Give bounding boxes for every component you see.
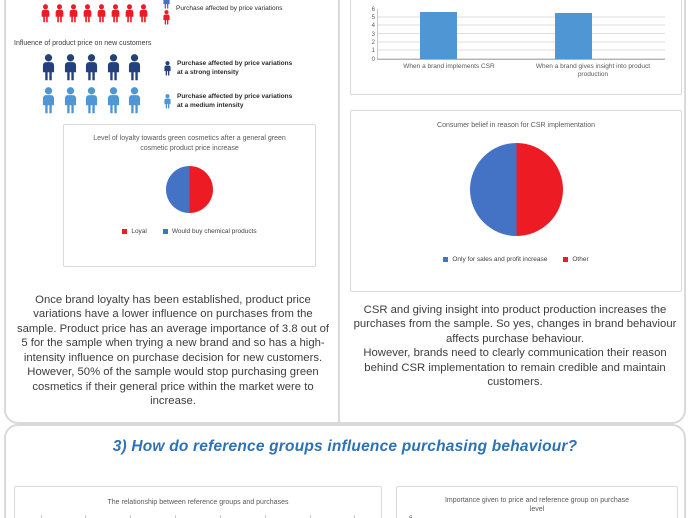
legend-swatch xyxy=(563,257,569,263)
y-axis-tick: 6 xyxy=(409,515,677,518)
legend-swatch xyxy=(122,229,128,235)
chart-reference-groups: The relationship between reference group… xyxy=(14,486,382,518)
pictogram-row-medium-intensity xyxy=(40,87,148,114)
y-axis-tick: 0 xyxy=(371,56,375,63)
person-icon xyxy=(97,4,106,23)
legend-medium-intensity: Purchase affected by price variations at… xyxy=(163,93,299,111)
y-axis-tick: 6 xyxy=(371,6,375,13)
bottom-charts-row: The relationship between reference group… xyxy=(14,486,678,518)
person-icon xyxy=(42,87,55,114)
person-icon xyxy=(64,54,76,81)
legend-swatch xyxy=(162,229,168,235)
chart-title: The relationship between reference group… xyxy=(107,499,289,506)
person-icon xyxy=(83,4,92,23)
bar-plot-area: 6 5 4 3 2 1 0 xyxy=(372,7,665,63)
paragraph-csr-conclusion: CSR and giving insight into product prod… xyxy=(350,303,680,390)
person-icon xyxy=(128,87,141,114)
chart-csr-belief-pie: Consumer belief in reason for CSR implem… xyxy=(350,110,682,292)
column-product-price: Purchase affected by price variations In… xyxy=(6,0,340,422)
person-icon xyxy=(55,4,64,23)
legend-person-icon-lightblue xyxy=(163,94,172,109)
column-csr: 6 5 4 3 2 1 0 When a brand implements CS… xyxy=(340,0,684,422)
bar-implements-csr xyxy=(420,11,457,59)
person-icon xyxy=(139,4,148,23)
y-axis-tick: 5 xyxy=(371,14,375,21)
y-axis-tick: 2 xyxy=(371,39,375,46)
legend-label: Purchase affected by price variations xyxy=(176,5,283,13)
bar-insight-production xyxy=(555,13,592,59)
chart-importance-price-reference: Importance given to price and reference … xyxy=(396,486,678,518)
paragraph-price-conclusion: Once brand loyalty has been established,… xyxy=(16,294,330,408)
person-icon xyxy=(163,10,170,25)
legend-price-variations: Purchase affected by price variations xyxy=(162,0,306,25)
pie-legend: Loyal Would buy chemical products xyxy=(64,228,315,235)
legend-icons xyxy=(162,0,171,25)
chart-loyalty-pie: Level of loyalty towards green cosmetics… xyxy=(63,124,316,267)
legend-label: Loyal xyxy=(131,228,147,236)
legend-swatch xyxy=(443,257,449,263)
person-icon xyxy=(111,4,120,23)
person-icon xyxy=(42,54,55,81)
legend-label: Purchase affected by price variations at… xyxy=(177,60,293,76)
y-axis-tick: 3 xyxy=(371,31,375,38)
section-3-heading: 3) How do reference groups influence pur… xyxy=(112,438,578,455)
x-axis-label: When a brand gives insight into product … xyxy=(535,63,651,79)
legend-person-icon-red xyxy=(162,10,171,25)
chart-title: Importance given to price and reference … xyxy=(444,497,630,514)
caption-new-customers: Influence of product price on new custom… xyxy=(14,40,152,47)
pictogram-row-strong-intensity xyxy=(40,54,148,81)
person-icon xyxy=(64,87,76,114)
csr-belief-pie xyxy=(469,143,563,237)
person-icon xyxy=(164,94,171,109)
legend-item-loyal: Loyal xyxy=(122,228,147,235)
person-icon xyxy=(128,54,141,81)
section-reference-groups: 3) How do reference groups influence pur… xyxy=(4,424,686,518)
person-icon xyxy=(107,54,119,81)
loyalty-pie xyxy=(166,166,213,214)
legend-person-icon-blue xyxy=(162,0,171,9)
person-icon xyxy=(41,4,50,23)
person-icon xyxy=(85,87,98,114)
legend-strong-intensity: Purchase affected by price variations at… xyxy=(163,60,299,78)
chart-title: Level of loyalty towards green cosmetics… xyxy=(93,135,286,153)
paragraph-csr-line2: However, brands need to clearly communic… xyxy=(363,347,667,389)
chart-title: Consumer belief in reason for CSR implem… xyxy=(437,122,595,129)
pictogram-row-loyal-customers xyxy=(40,4,152,23)
cropped-plot-area xyxy=(40,515,356,518)
y-axis-tick: 4 xyxy=(371,23,375,30)
chart-csr-bar: 6 5 4 3 2 1 0 When a brand implements CS… xyxy=(350,0,682,95)
person-icon xyxy=(164,61,171,76)
person-icon xyxy=(69,4,78,23)
legend-person-icon-darkblue xyxy=(163,61,172,76)
legend-item-other: Other xyxy=(563,256,589,264)
person-icon xyxy=(107,87,119,114)
y-axis-tick: 1 xyxy=(371,48,375,55)
legend-item-chemical: Would buy chemical products xyxy=(162,228,257,236)
person-icon xyxy=(125,4,134,23)
person-icon xyxy=(85,54,98,81)
pie-legend: Only for sales and profit increase Other xyxy=(351,256,681,263)
legend-label: Purchase affected by price variations at… xyxy=(177,93,293,109)
legend-label: Other xyxy=(572,256,589,264)
person-icon xyxy=(163,0,170,9)
legend-item-sales-profit: Only for sales and profit increase xyxy=(443,256,547,263)
paragraph-csr-line1: CSR and giving insight into product prod… xyxy=(353,304,677,345)
section-price-and-csr: Purchase affected by price variations In… xyxy=(4,0,686,424)
x-axis-labels: When a brand implements CSR When a brand… xyxy=(377,63,665,80)
x-axis-label: When a brand implements CSR xyxy=(403,63,495,70)
legend-label: Only for sales and profit increase xyxy=(452,256,548,264)
legend-label: Would buy chemical products xyxy=(171,228,257,236)
